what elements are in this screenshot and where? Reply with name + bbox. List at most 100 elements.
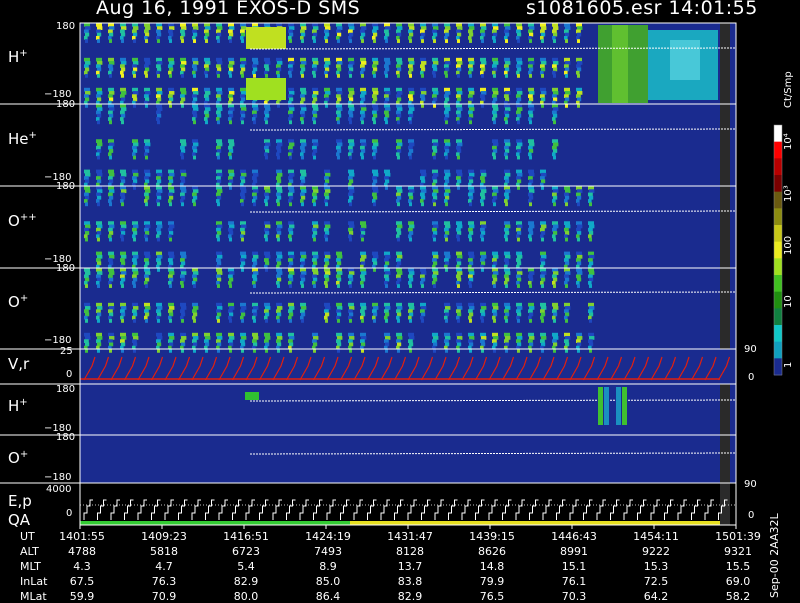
tick-he-top: 180 — [56, 99, 76, 110]
o-pp-blob — [409, 189, 415, 194]
h-plus-blob — [529, 67, 534, 72]
o-plus-blob — [109, 284, 112, 288]
o-pp-blob — [181, 261, 186, 266]
he-plus-blob — [396, 152, 400, 157]
o-pp-blob — [456, 221, 462, 226]
he-plus-blob — [373, 120, 376, 125]
o-plus-blob — [373, 312, 378, 317]
o-plus-blob — [168, 309, 173, 314]
o-pp-blob — [492, 251, 498, 256]
h-plus-blob — [97, 32, 102, 37]
o-pp-blob — [373, 261, 378, 266]
o-pp-blob — [397, 261, 402, 266]
he-plus-blob — [457, 107, 463, 112]
file-stamp: s1081605.esr 14:01:55 — [526, 0, 758, 19]
he-plus-blob — [217, 107, 223, 112]
h-plus-blob — [516, 29, 521, 34]
he-plus-blob — [265, 107, 271, 112]
he-plus-blob — [217, 113, 222, 118]
o-pp-blob — [432, 227, 437, 232]
o-pp-blob — [480, 234, 484, 239]
o-plus-blob — [445, 349, 448, 353]
h-plus-blob — [288, 70, 292, 75]
o-plus-blob — [385, 342, 390, 347]
o-pp-blob — [193, 189, 199, 194]
he-plus-blob — [432, 152, 436, 157]
h-plus-blob — [504, 94, 509, 99]
h-plus-blob — [493, 39, 496, 43]
he-plus-blob — [541, 179, 546, 184]
he-plus-blob — [264, 139, 270, 144]
o-plus-blob — [252, 345, 256, 350]
h-plus-blob — [420, 87, 426, 92]
qa-bar-yellow — [350, 521, 720, 525]
h-plus-blob — [96, 35, 100, 40]
he-plus-blob — [132, 152, 136, 157]
h-plus-blob — [301, 61, 307, 65]
o-pp-blob — [529, 202, 532, 207]
o-pp-blob — [324, 264, 328, 269]
h-plus-blob — [420, 70, 424, 75]
o-plus-blob — [589, 319, 592, 323]
he-plus-blob — [384, 176, 389, 180]
o-pp-blob — [240, 199, 244, 203]
o-plus-blob — [157, 306, 163, 310]
o-pp-blob — [288, 199, 292, 203]
he-plus-blob — [397, 149, 402, 153]
reference-line-h — [249, 47, 737, 50]
o-pp-blob — [552, 221, 558, 226]
o-pp-blob — [457, 237, 460, 242]
h-plus-blob — [541, 91, 547, 95]
h-plus-blob — [229, 74, 232, 78]
h-plus-blob — [541, 67, 546, 72]
he-plus-blob — [409, 120, 412, 125]
h-plus-blob — [337, 97, 342, 102]
o-plus-blob — [504, 345, 508, 350]
o-pp-blob — [156, 251, 162, 256]
o-pp-blob — [265, 195, 270, 200]
o-pp-blob — [349, 202, 352, 207]
h-plus-blob — [565, 32, 570, 37]
o-plus-blob — [505, 342, 510, 347]
h-plus-blob — [384, 57, 390, 62]
o-plus-blob — [444, 332, 450, 337]
o-plus-blob — [265, 319, 268, 323]
o-plus-blob — [144, 268, 150, 272]
he-plus-blob — [408, 110, 413, 115]
panel-label-o-pp: O++ — [8, 212, 37, 230]
o-plus-blob — [276, 268, 282, 272]
o-pp-blob — [576, 258, 581, 262]
o-pp-blob — [504, 199, 508, 203]
he-plus-blob — [456, 110, 461, 115]
he-plus-blob — [300, 139, 306, 144]
h-plus-blob — [384, 87, 390, 92]
h-plus-blob — [492, 57, 498, 62]
o-pp-blob — [552, 227, 557, 232]
he-plus-blob — [300, 152, 304, 157]
o-pp-blob — [121, 202, 124, 207]
o-plus-blob — [361, 271, 367, 275]
o-plus-blob — [84, 302, 90, 307]
he-plus-blob — [192, 104, 198, 108]
h-plus-blob — [384, 29, 389, 34]
o-plus-blob — [421, 306, 427, 310]
o-plus-blob — [240, 309, 245, 314]
o-plus-blob — [192, 274, 197, 279]
h-plus-blob — [505, 97, 510, 102]
h-plus-blob — [277, 67, 282, 72]
o-pp-blob — [229, 224, 235, 229]
o-pp-blob — [289, 254, 295, 259]
he-plus-blob — [288, 169, 294, 174]
he-plus-blob — [264, 152, 268, 157]
o-pp-blob — [240, 234, 244, 239]
o-pp-blob — [132, 234, 136, 239]
he-plus-blob — [157, 113, 162, 118]
o-pp-blob — [300, 251, 306, 256]
o-plus-blob — [588, 302, 594, 307]
he-plus-blob — [552, 117, 556, 121]
h-plus-blob — [181, 61, 187, 65]
o-pp-blob — [372, 251, 378, 256]
o-plus-blob — [84, 345, 88, 350]
o-plus-blob — [96, 339, 101, 344]
